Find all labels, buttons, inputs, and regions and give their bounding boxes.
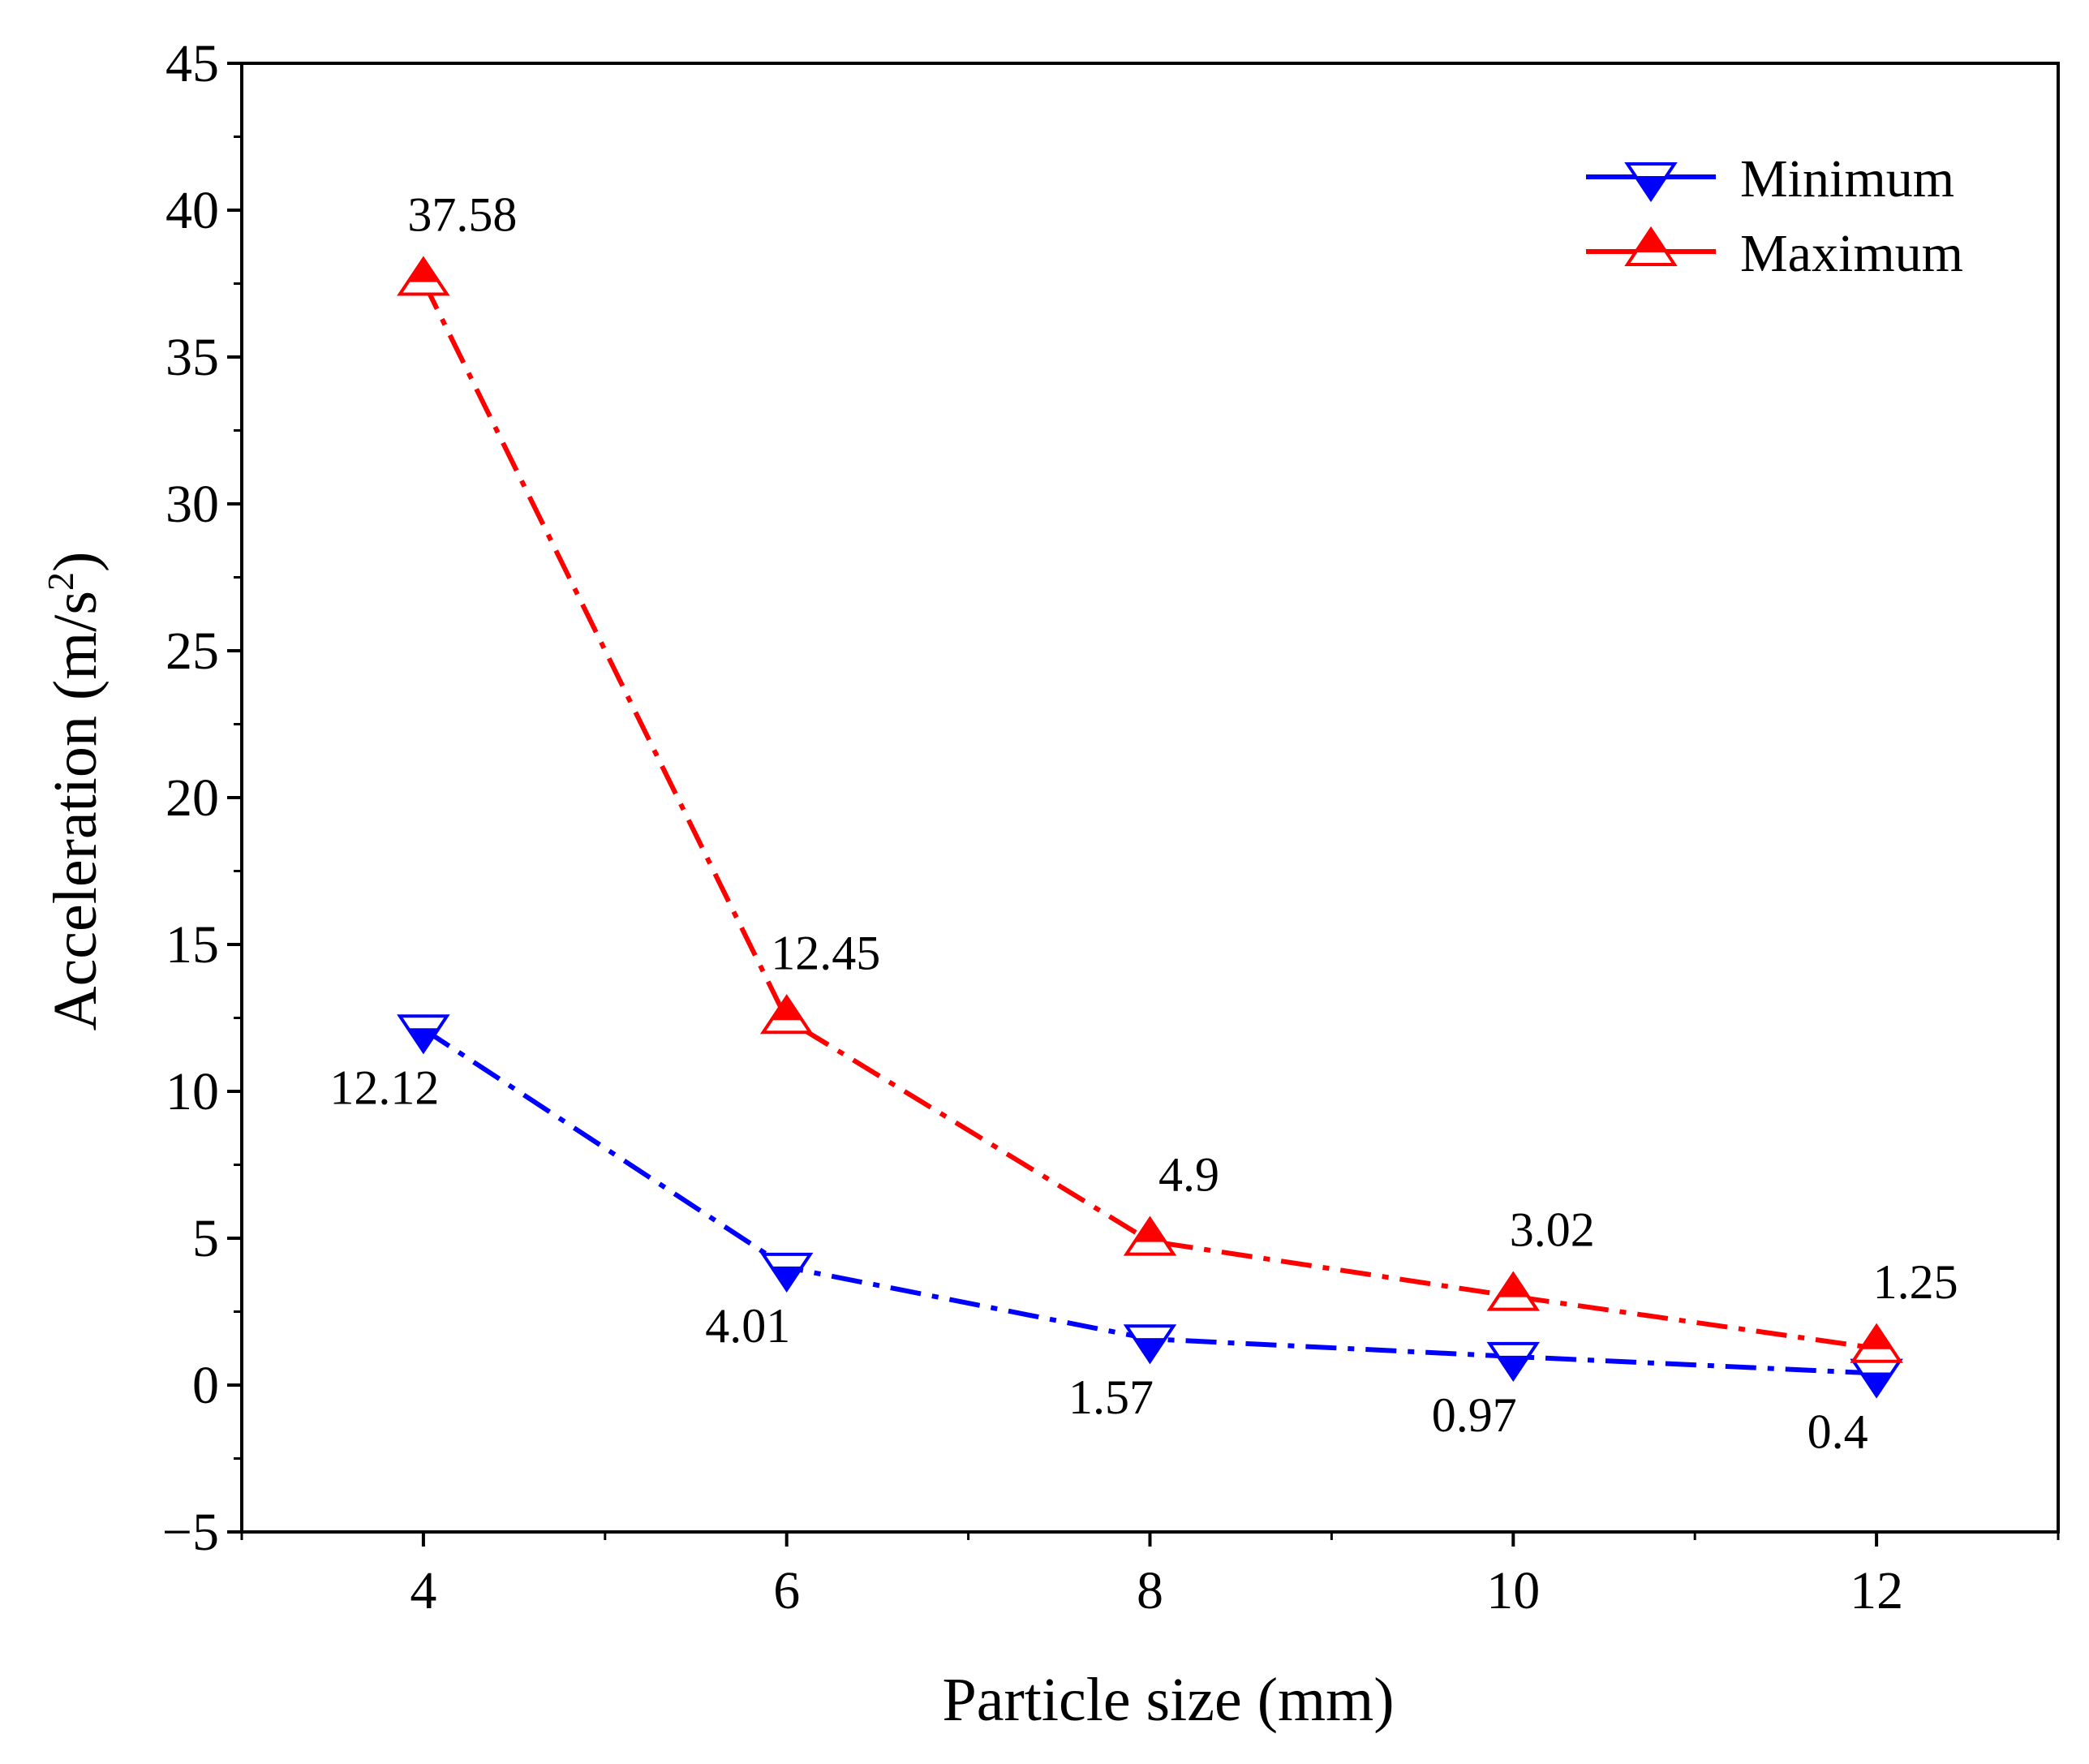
data-point-minimum xyxy=(397,1014,450,1055)
series-line-minimum xyxy=(422,1026,1877,1376)
data-label-maximum: 4.9 xyxy=(1158,1148,1219,1202)
y-tick-label: −5 xyxy=(162,1503,219,1562)
marker-fill xyxy=(1859,1372,1893,1397)
data-label-minimum: 4.01 xyxy=(705,1299,790,1353)
marker-fill xyxy=(1497,1272,1530,1297)
marker-fill xyxy=(770,1266,803,1292)
data-label-minimum: 0.4 xyxy=(1807,1405,1868,1459)
marker-fill xyxy=(1133,1217,1167,1242)
data-label-maximum: 12.45 xyxy=(771,926,880,979)
y-tick-label: 35 xyxy=(165,328,219,387)
y-axis-title-suffix: ) xyxy=(41,552,110,572)
legend-marker-minimum xyxy=(1624,162,1678,203)
y-tick-label: 40 xyxy=(165,181,219,240)
y-axis-title: Acceleration (m/s2) xyxy=(40,552,110,1031)
y-tick-label: 15 xyxy=(165,915,219,975)
data-point-minimum xyxy=(1123,1324,1177,1365)
marker-fill xyxy=(406,1028,441,1053)
data-point-maximum xyxy=(1850,1323,1903,1363)
y-tick-label: 25 xyxy=(165,622,219,681)
series-line-maximum xyxy=(421,280,1877,1351)
data-point-maximum xyxy=(759,994,814,1035)
data-label-minimum: 1.57 xyxy=(1068,1370,1154,1424)
x-tick-label: 12 xyxy=(1850,1561,1903,1620)
legend-label-minimum: Minimum xyxy=(1740,149,1954,209)
legend-label-maximum: Maximum xyxy=(1740,224,1963,283)
data-point-minimum xyxy=(759,1252,814,1293)
y-tick-label: 20 xyxy=(165,768,219,828)
data-point-maximum xyxy=(1123,1215,1177,1256)
legend: Minimum Maximum xyxy=(1586,149,1963,283)
data-point-minimum xyxy=(1850,1358,1903,1399)
y-axis-title-text: Acceleration (m/s xyxy=(41,591,110,1030)
data-labels: 12.12 4.01 1.57 0.97 0.4 37.58 12.45 4.9 3.02 1.2… xyxy=(329,188,1958,1459)
axis-ticks: −5 0 5 10 15 20 25 30 35 40 45 4 6 8 10 12 xyxy=(162,34,2060,1620)
y-tick-label: 10 xyxy=(165,1062,219,1121)
y-tick-label: 5 xyxy=(192,1209,219,1268)
data-point-minimum xyxy=(1486,1341,1541,1383)
x-tick-label: 10 xyxy=(1486,1561,1540,1620)
x-tick-label: 6 xyxy=(773,1561,800,1620)
data-label-minimum: 12.12 xyxy=(329,1061,439,1114)
y-tick-label: 30 xyxy=(165,475,219,534)
series-layer xyxy=(397,256,1903,1399)
data-point-maximum xyxy=(1486,1271,1541,1311)
marker-fill xyxy=(1859,1324,1893,1349)
data-label-maximum: 37.58 xyxy=(407,188,517,242)
x-axis-title: Particle size (mm) xyxy=(942,1666,1394,1734)
x-tick-label: 8 xyxy=(1137,1561,1163,1620)
y-tick-label: 0 xyxy=(192,1356,219,1415)
marker-fill xyxy=(1634,227,1668,252)
plot-frame xyxy=(240,62,2060,1534)
y-axis-title-superscript: 2 xyxy=(40,572,81,591)
marker-fill xyxy=(770,995,803,1021)
data-label-maximum: 1.25 xyxy=(1873,1255,1958,1309)
legend-marker-maximum xyxy=(1624,226,1678,266)
marker-fill xyxy=(406,257,441,282)
data-label-maximum: 3.02 xyxy=(1510,1203,1595,1257)
y-tick-label: 45 xyxy=(165,34,219,93)
x-tick-label: 4 xyxy=(410,1561,436,1620)
marker-fill xyxy=(1497,1355,1530,1381)
data-point-maximum xyxy=(397,256,450,296)
marker-fill xyxy=(1634,176,1668,201)
marker-fill xyxy=(1133,1338,1167,1363)
data-label-minimum: 0.97 xyxy=(1432,1388,1517,1442)
